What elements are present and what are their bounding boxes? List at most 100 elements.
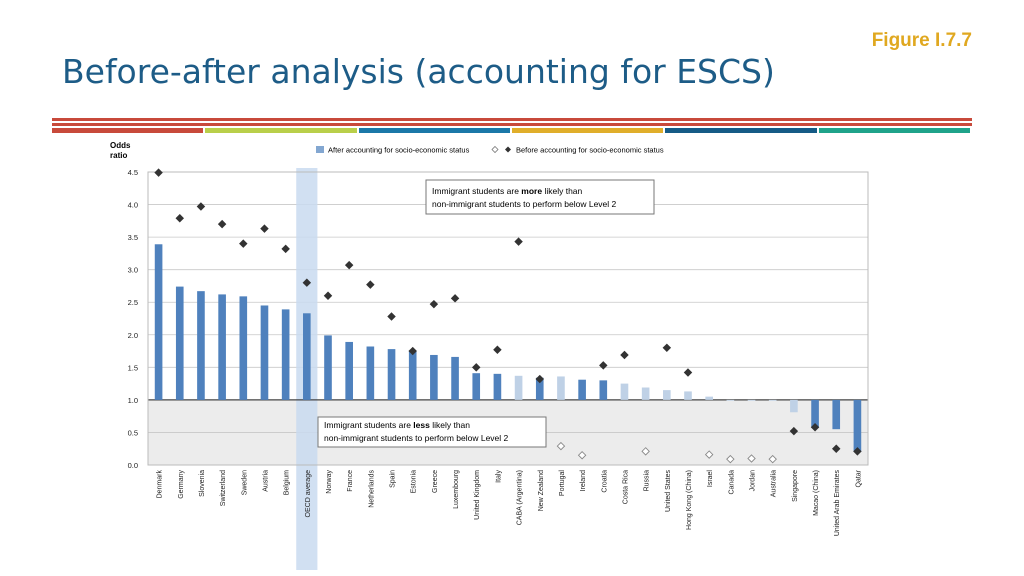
- legend-swatch-before-nonsignificant: [491, 145, 499, 154]
- y-tick-label: 0.0: [128, 461, 138, 470]
- x-tick-label: CABA (Argentina): [517, 470, 524, 525]
- x-tick-label: Ireland: [580, 470, 587, 492]
- marker-before: [556, 441, 566, 451]
- bar-after: [768, 399, 777, 401]
- x-tick-label: Luxembourg: [453, 470, 460, 509]
- x-tick-label: United Kingdom: [474, 470, 481, 520]
- legend: After accounting for socio-economic stat…: [316, 146, 664, 155]
- x-tick-label: Denmark: [157, 470, 164, 499]
- marker-before: [853, 447, 862, 456]
- marker-before: [831, 444, 841, 453]
- x-tick-label: Costa Rica: [622, 470, 629, 504]
- marker-before: [175, 213, 185, 223]
- marker-before: [302, 278, 312, 287]
- marker-before: [387, 312, 396, 321]
- x-tick-label: Belgium: [284, 470, 291, 495]
- x-tick-label: Sweden: [241, 470, 248, 495]
- x-tick-label: OECD average: [305, 470, 312, 518]
- title-rule-top: [52, 118, 972, 121]
- x-tick-label: Switzerland: [220, 470, 227, 506]
- marker-before: [239, 239, 248, 248]
- bar-after: [218, 294, 226, 400]
- x-tick-label: United Arab Emirates: [834, 470, 841, 537]
- color-stripe: [358, 128, 510, 133]
- bar-after: [790, 399, 798, 413]
- marker-before: [493, 345, 502, 354]
- x-tick-label: Austria: [262, 470, 269, 492]
- y-tick-label: 2.5: [128, 298, 138, 307]
- annotation-less-line1: Immigrant students are less likely than: [324, 420, 470, 430]
- marker-before: [535, 374, 545, 384]
- marker-before: [471, 363, 481, 372]
- bar-after: [239, 296, 248, 400]
- bar-after: [535, 377, 544, 400]
- y-tick-label: 3.5: [128, 233, 138, 242]
- marker-before: [789, 426, 799, 436]
- bar-after: [260, 305, 269, 400]
- marker-before: [641, 447, 650, 456]
- marker-before: [599, 361, 608, 370]
- marker-before: [662, 343, 672, 353]
- color-stripe: [512, 128, 664, 133]
- x-tick-label: France: [347, 470, 354, 492]
- bar-after: [620, 383, 629, 400]
- x-tick-label: Italy: [495, 470, 502, 483]
- annotation-more-line2: non-immigrant students to perform below …: [432, 199, 617, 209]
- bar-after: [281, 309, 290, 400]
- y-axis-label-odds: Odds: [110, 141, 131, 150]
- annotation-less-likely: Immigrant students are less likely than …: [317, 416, 547, 448]
- marker-before: [514, 237, 523, 246]
- marker-before: [344, 260, 354, 270]
- bar-after: [853, 399, 862, 452]
- markers-before: [154, 168, 862, 464]
- odds-ratio-chart: Odds ratio 0.0 0.5 1.0 1.5 2.0 2.5 3.0 3.5 4.0 4.…: [110, 141, 869, 570]
- color-stripe: [665, 128, 817, 133]
- x-tick-label: Israel: [707, 470, 714, 488]
- bar-after: [663, 390, 671, 400]
- bar-after: [811, 399, 819, 428]
- marker-before: [154, 168, 163, 177]
- x-tick-label: Greece: [432, 470, 439, 493]
- annotation-more-likely: Immigrant students are more likely than …: [425, 179, 655, 215]
- marker-before: [683, 368, 693, 377]
- x-tick-label: Netherlands: [368, 470, 375, 508]
- x-tick-label: Macao (China): [813, 470, 820, 516]
- page-title: Before-after analysis (accounting for ES…: [62, 52, 775, 91]
- bar-after: [705, 396, 713, 400]
- color-stripe: [818, 128, 970, 133]
- color-stripe: [52, 128, 204, 133]
- bar-after: [726, 399, 735, 401]
- legend-label-before: Before accounting for socio-economic sta…: [516, 146, 664, 155]
- annotation-less-line2: non-immigrant students to perform below …: [324, 433, 509, 443]
- marker-before: [408, 346, 417, 356]
- marker-before: [429, 299, 439, 309]
- bar-after: [472, 373, 481, 400]
- bar-after: [451, 356, 459, 400]
- bar-after: [493, 373, 502, 400]
- color-stripe: [205, 128, 357, 133]
- y-tick-label: 1.0: [128, 396, 138, 405]
- marker-before: [366, 280, 375, 289]
- bar-after: [747, 399, 756, 401]
- title-rule-bottom: [52, 123, 972, 126]
- x-tick-label: Canada: [728, 470, 735, 495]
- bar-after: [684, 391, 692, 400]
- bar-after: [197, 291, 205, 400]
- marker-before: [810, 422, 820, 432]
- bar-after: [154, 244, 163, 400]
- marker-before: [450, 294, 460, 303]
- x-tick-label: Qatar: [855, 469, 862, 487]
- marker-before: [196, 202, 206, 211]
- bar-after: [832, 399, 841, 430]
- legend-swatch-before-significant: [505, 146, 511, 153]
- annotation-less-box: [317, 416, 547, 448]
- x-tick-label: Portugal: [559, 470, 566, 497]
- bar-after: [303, 313, 311, 400]
- x-tick-label: Croatia: [601, 470, 608, 493]
- y-tick-label: 3.0: [128, 266, 138, 275]
- bar-after: [387, 349, 396, 400]
- bar-after: [557, 376, 565, 400]
- bar-after: [175, 286, 184, 400]
- bar-after: [578, 379, 586, 400]
- legend-label-after: After accounting for socio-economic stat…: [328, 146, 470, 155]
